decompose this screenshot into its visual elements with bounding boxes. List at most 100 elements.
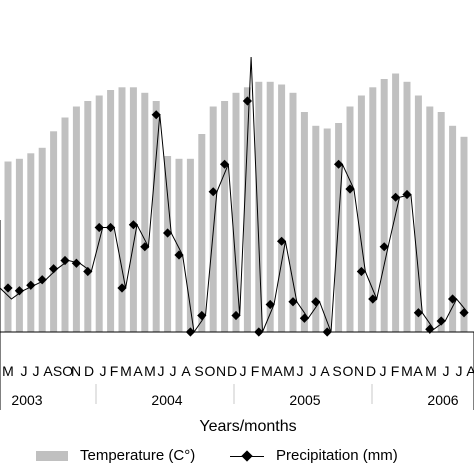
temperature-bar [289,92,297,333]
temperature-swatch-icon [36,451,68,462]
year-label: 2006 [427,392,458,408]
precipitation-point [391,192,401,202]
precipitation-point [197,310,207,321]
temperature-bar [232,92,240,333]
precipitation-point [356,266,366,277]
legend-precipitation: Precipitation (mm) [230,447,398,465]
temperature-bar [460,136,468,333]
temperature-bar [243,87,251,333]
precipitation-point [83,266,93,277]
temperature-bar [449,125,457,333]
month-tick-label: J [170,363,177,379]
precipitation-point [288,297,298,307]
temperature-bar [255,81,263,333]
temperature-bar [129,87,137,333]
month-tick-label: A [133,363,143,379]
month-tick-label: M [261,363,273,379]
month-tick-label: J [310,363,317,379]
precipitation-point [379,242,389,252]
month-tick-label: J [158,363,165,379]
temperature-bar [312,125,320,333]
precipitation-point [26,280,36,290]
month-tick-label: O [205,363,216,379]
month-tick-label: D [84,363,94,379]
month-tick-label: N [354,363,364,379]
year-label: 2003 [11,392,42,408]
month-tick-label: J [33,363,40,379]
month-tick-label: S [332,363,341,379]
month-tick-label: J [443,363,450,379]
temperature-bar [221,101,229,332]
month-tick-label: J [240,363,247,379]
precipitation-point [277,236,287,246]
temperature-bar [118,87,126,333]
precipitation-point [436,316,446,326]
month-tick-label: M [2,363,14,379]
temperature-bar [61,117,69,332]
precipitation-point [368,294,378,304]
temperature-bar [50,131,58,333]
temperature-bar [380,79,388,332]
precipitation-point [106,222,116,233]
legend-temperature: Temperature (C°) [36,447,195,465]
precipitation-point [14,286,24,296]
precipitation-series [0,56,469,337]
month-tick-label: A [43,363,53,379]
precipitation-point [311,297,321,307]
legend-precipitation-label: Precipitation (mm) [276,447,398,464]
temperature-bar [437,112,445,332]
temperature-bar [426,106,434,332]
temperature-bar [38,147,46,333]
temperature-bar [392,73,400,332]
temperature-bar [357,95,365,332]
temperature-bar [414,95,422,332]
temperature-bar [369,87,377,333]
precipitation-point [117,283,127,293]
temperature-bar [323,128,331,332]
month-tick-label: M [401,363,413,379]
month-tick-label: A [273,363,283,379]
month-tick-label: SO [53,363,73,379]
temperature-bar [15,158,23,333]
temperature-bar [95,95,103,332]
temperature-bar [198,134,206,332]
precipitation-point [94,222,104,233]
precipitation-point [140,242,150,252]
precipitation-point [49,264,59,274]
month-tick-label: A [181,363,191,379]
precipitation-point [402,189,412,200]
month-tick-label: O [343,363,354,379]
precipitation-point [345,184,355,194]
precipitation-point [413,308,423,318]
month-tick-label: F [391,363,400,379]
month-tick-label: M [144,363,156,379]
month-tick-label: F [251,363,260,379]
precipitation-point [299,313,309,323]
month-tick-label: J [100,363,107,379]
legend-temperature-label: Temperature (C°) [80,447,196,464]
year-label: 2005 [289,392,320,408]
month-tick-label: D [366,363,376,379]
month-tick-label: J [456,363,463,379]
temperature-bar [164,156,172,332]
precipitation-swatch-icon [230,449,264,463]
temperature-bar [107,90,115,332]
month-tick-label: A [413,363,423,379]
month-tick-label: A [466,363,474,379]
temperature-bar [141,92,149,333]
precipitation-point [448,294,458,304]
precipitation-point [71,258,81,268]
month-tick-label: D [227,363,237,379]
month-tick-label: F [110,363,119,379]
month-tick-label: A [320,363,330,379]
year-label: 2004 [151,392,182,408]
precipitation-point [242,96,252,106]
precipitation-point [265,299,275,310]
temperature-bar [403,81,411,333]
temperature-bar [175,158,183,333]
month-tick-label: M [425,363,437,379]
month-tick-label: S [194,363,203,379]
precipitation-point [220,159,230,169]
precipitation-point [334,159,344,169]
